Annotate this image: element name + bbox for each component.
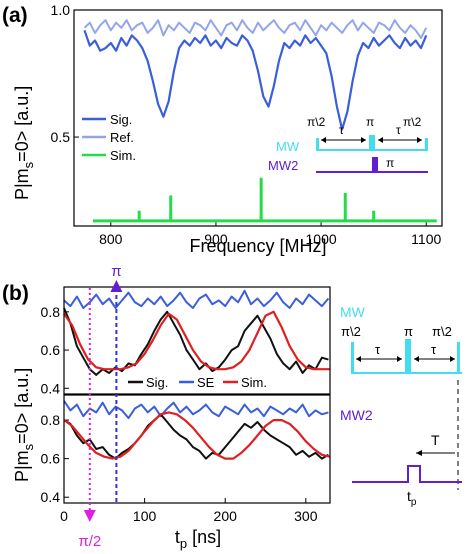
panel-a-chart: 0.5 1.0 800 900 1000 1100 [51, 2, 443, 247]
series-a-sig [83, 29, 428, 131]
panel-b-label: (b) [2, 282, 29, 305]
x-tick-label-b-bottom-3: 300 [294, 508, 318, 524]
seq-b-tp-label: tp [407, 488, 417, 508]
seq-b-T-arrowhead [416, 450, 422, 456]
panel-b-x-axis-label: tp [ns] [175, 527, 221, 551]
seq-a-tau-arrowheads-2 [378, 137, 422, 143]
seq-a-pi-pulse [369, 135, 375, 150]
pi-marker-arrowhead [110, 280, 123, 292]
x-tick-label-a-1: 900 [204, 231, 228, 247]
panel-a-frame [73, 9, 443, 227]
seq-a-mw2-pi-pulse [372, 157, 378, 172]
y-tick-label-b-bottom-1: 0.6 [41, 451, 61, 467]
panel-a-lines [83, 19, 437, 223]
x-tick-label-a-3: 1100 [411, 231, 441, 247]
half-pi-marker-arrowhead [83, 510, 96, 522]
seq-b-pi: π [404, 324, 413, 339]
series-b-bottom-sig [63, 413, 329, 460]
seq-b-pi-pulse [405, 339, 411, 373]
panel-a-label: (a) [2, 4, 28, 27]
seq-a-tau-2: τ [396, 123, 401, 137]
seq-b-halfpi-2: π\2 [432, 324, 452, 339]
y-tick-label-a-0: 0.5 [51, 129, 71, 145]
x-tick-label-b-bottom-0: 0 [60, 508, 68, 524]
legend-label-sig: Sig. [110, 112, 132, 127]
panel-b-top-lines [63, 289, 330, 376]
x-tick-label-b-bottom-2: 200 [214, 508, 238, 524]
x-tick-label-b-bottom-1: 100 [133, 508, 157, 524]
seq-b-halfpi-pulse-2 [457, 342, 460, 373]
panel-a-y-axis-label: P|ms=0> [a.u.] [12, 86, 36, 200]
y-tick-label-b-bottom-0: 0.4 [41, 489, 61, 505]
seq-b-T-label: T [431, 432, 440, 448]
series-b-top-sig [63, 307, 329, 376]
seq-a-halfpi-pulse-2 [425, 138, 428, 150]
seq-b-mw2-pulse [352, 465, 462, 483]
y-tick-label-a-1: 1.0 [51, 2, 71, 18]
panel-a-x-axis-label: Frequency [MHz] [189, 236, 326, 256]
half-pi-marker-label: π/2 [78, 533, 101, 550]
series-b-top-sim [63, 310, 330, 371]
seq-b-tau-arrowheads-2 [414, 356, 455, 362]
x-tick-label-a-0: 800 [99, 231, 123, 247]
y-tick-label-b-bottom-2: 0.8 [41, 412, 61, 428]
panel-a-sequence-inset: MW MW2 π\2 π π\2 τ τ π [268, 115, 428, 173]
panel-b-bottom-frame [63, 394, 331, 504]
seq-b-tau-2: τ [431, 342, 437, 357]
seq-b-tau-1: τ [375, 342, 381, 357]
series-a-ref [83, 19, 428, 39]
x-tick-label-a-2: 1000 [306, 231, 337, 247]
panel-b-y-axis-label: P|ms=0> [a.u.] [12, 368, 36, 482]
y-tick-label-b-top-0: 0.4 [41, 380, 61, 396]
pi-marker-label: π [111, 263, 121, 280]
seq-a-tau-1: τ [339, 123, 344, 137]
seq-a-halfpi-pulse-1 [316, 138, 319, 150]
y-tick-label-b-top-2: 0.8 [41, 304, 61, 320]
panel-a-ticks: 0.5 1.0 800 900 1000 1100 [51, 2, 442, 247]
legend-label-ref: Ref. [110, 130, 134, 145]
seq-a-pi: π [366, 115, 374, 129]
panel-b-top-frame [63, 286, 331, 395]
panel-b-top-chart: 0.4 0.6 0.8 [41, 286, 331, 396]
panel-b-bottom-chart: 0.4 0.6 0.8 0 100 200 300 [41, 394, 331, 524]
seq-b-halfpi-pulse-1 [351, 342, 354, 373]
seq-a-mw2-pi: π [386, 156, 394, 170]
series-b-top-se [63, 289, 330, 309]
seq-a-halfpi-1: π\2 [307, 115, 326, 129]
y-tick-label-b-top-1: 0.6 [41, 342, 61, 358]
legend-label-b-se: SE [197, 375, 215, 390]
seq-a-halfpi-2: π\2 [403, 115, 422, 129]
panel-b-bottom-ticks: 0.4 0.6 0.8 0 100 200 300 [41, 412, 318, 524]
legend-label-b-sim: Sim. [241, 375, 267, 390]
legend-label-sim: Sim. [110, 148, 136, 163]
panel-b-sequence-schematic: MW MW2 π\2 π π\2 τ τ T tp [340, 304, 462, 508]
series-b-bottom-sim [63, 411, 331, 460]
panel-b-bottom-lines [63, 400, 331, 460]
seq-a-tau-arrowheads-1 [321, 137, 366, 143]
seq-a-mw2-label: MW2 [268, 158, 298, 173]
panel-b-markers: π π/2 [78, 263, 123, 550]
series-b-bottom-se [63, 400, 329, 420]
panel-b-top-ticks: 0.4 0.6 0.8 [41, 304, 69, 396]
seq-b-tau-arrowheads-1 [356, 356, 402, 362]
panel-b-legend: Sig. SE Sim. [128, 375, 267, 390]
seq-b-mw-label: MW [340, 304, 366, 320]
seq-b-mw2-label: MW2 [340, 407, 373, 423]
legend-label-b-sig: Sig. [146, 375, 168, 390]
seq-b-halfpi-1: π\2 [341, 324, 361, 339]
seq-a-mw-label: MW [276, 139, 300, 154]
panel-a-legend: Sig. Ref. Sim. [82, 112, 136, 163]
